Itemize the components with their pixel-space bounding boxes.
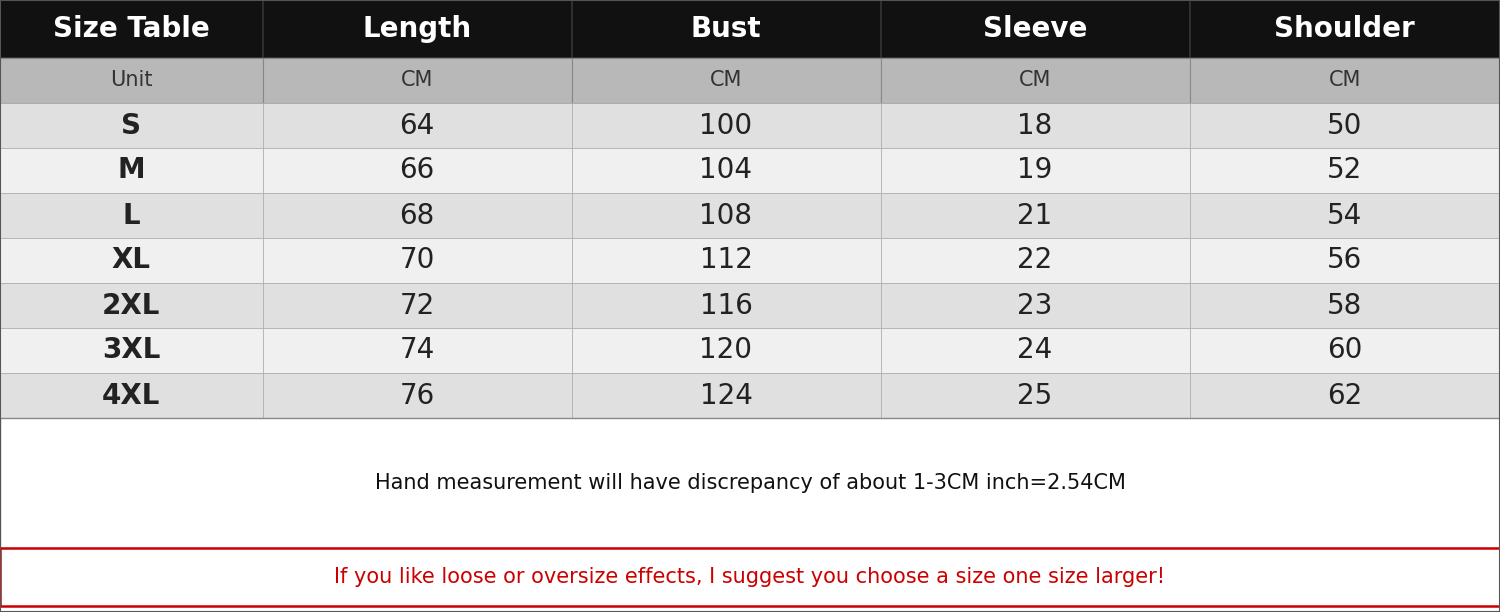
Text: 112: 112 (699, 247, 753, 275)
Text: S: S (122, 111, 141, 140)
Text: 116: 116 (699, 291, 753, 319)
Bar (572, 283, 880, 328)
Text: 22: 22 (1017, 247, 1053, 275)
Bar (0, 283, 262, 328)
Text: 124: 124 (699, 381, 753, 409)
Bar (262, 0, 572, 58)
Bar (0, 148, 262, 193)
Text: Length: Length (363, 15, 471, 43)
Text: 104: 104 (699, 157, 753, 184)
Bar (262, 283, 572, 328)
Text: 18: 18 (1017, 111, 1053, 140)
Bar (880, 283, 1190, 328)
Bar (1190, 193, 1500, 238)
Bar (262, 373, 572, 418)
Bar (1190, 328, 1500, 373)
Bar (1190, 373, 1500, 418)
Bar (572, 373, 880, 418)
Text: 21: 21 (1017, 201, 1053, 230)
Text: L: L (123, 201, 140, 230)
Text: Size Table: Size Table (53, 15, 210, 43)
Bar (0, 193, 262, 238)
Bar (572, 103, 880, 148)
Text: 3XL: 3XL (102, 337, 160, 365)
Bar (1190, 58, 1500, 103)
Text: CM: CM (710, 70, 742, 91)
Text: 60: 60 (1328, 337, 1362, 365)
Bar (1190, 238, 1500, 283)
Text: 62: 62 (1328, 381, 1362, 409)
Bar (880, 58, 1190, 103)
Bar (0, 418, 1500, 548)
Text: 64: 64 (399, 111, 435, 140)
Bar (572, 0, 880, 58)
Text: 2XL: 2XL (102, 291, 160, 319)
Text: 23: 23 (1017, 291, 1053, 319)
Text: 100: 100 (699, 111, 753, 140)
Bar (572, 58, 880, 103)
Text: 58: 58 (1328, 291, 1362, 319)
Bar (0, 328, 262, 373)
Bar (262, 238, 572, 283)
Bar (880, 328, 1190, 373)
Bar (262, 328, 572, 373)
Bar (0, 103, 262, 148)
Text: 74: 74 (399, 337, 435, 365)
Bar (0, 548, 1500, 606)
Bar (880, 148, 1190, 193)
Text: Bust: Bust (690, 15, 762, 43)
Bar (880, 0, 1190, 58)
Bar (0, 373, 262, 418)
Text: CM: CM (1019, 70, 1052, 91)
Text: 25: 25 (1017, 381, 1053, 409)
Text: Sleeve: Sleeve (982, 15, 1088, 43)
Bar (0, 58, 262, 103)
Text: M: M (117, 157, 146, 184)
Text: 24: 24 (1017, 337, 1053, 365)
Text: 50: 50 (1328, 111, 1362, 140)
Text: 108: 108 (699, 201, 753, 230)
Bar (262, 193, 572, 238)
Bar (262, 148, 572, 193)
Text: If you like loose or oversize effects, I suggest you choose a size one size larg: If you like loose or oversize effects, I… (334, 567, 1166, 587)
Text: CM: CM (1329, 70, 1360, 91)
Bar (572, 328, 880, 373)
Text: 68: 68 (399, 201, 435, 230)
Text: 72: 72 (399, 291, 435, 319)
Text: 4XL: 4XL (102, 381, 160, 409)
Text: 120: 120 (699, 337, 753, 365)
Bar (572, 193, 880, 238)
Text: 56: 56 (1328, 247, 1362, 275)
Bar (1190, 103, 1500, 148)
Text: Hand measurement will have discrepancy of about 1-3CM inch=2.54CM: Hand measurement will have discrepancy o… (375, 473, 1125, 493)
Text: 76: 76 (399, 381, 435, 409)
Text: 54: 54 (1328, 201, 1362, 230)
Bar (572, 238, 880, 283)
Text: 52: 52 (1328, 157, 1362, 184)
Bar (880, 193, 1190, 238)
Text: Shoulder: Shoulder (1275, 15, 1414, 43)
Bar (1190, 283, 1500, 328)
Text: Unit: Unit (110, 70, 153, 91)
Text: 66: 66 (399, 157, 435, 184)
Bar (880, 238, 1190, 283)
Bar (572, 148, 880, 193)
Bar (1190, 0, 1500, 58)
Text: CM: CM (400, 70, 433, 91)
Text: XL: XL (111, 247, 150, 275)
Text: 70: 70 (399, 247, 435, 275)
Bar (1190, 148, 1500, 193)
Text: 19: 19 (1017, 157, 1053, 184)
Bar (0, 238, 262, 283)
Bar (262, 58, 572, 103)
Bar (880, 103, 1190, 148)
Bar (0, 0, 262, 58)
Bar (880, 373, 1190, 418)
Bar (262, 103, 572, 148)
